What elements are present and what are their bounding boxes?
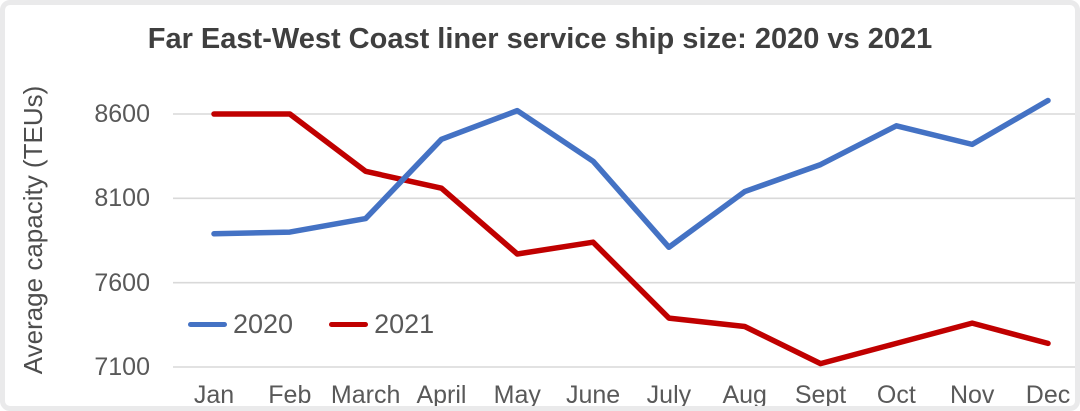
x-tick-label-march: March bbox=[330, 381, 401, 409]
legend-dash-2021-icon bbox=[329, 322, 369, 327]
x-tick-label-april: April bbox=[416, 381, 467, 409]
x-tick-label-july: July bbox=[646, 381, 692, 409]
x-tick-label-jan: Jan bbox=[193, 381, 235, 409]
x-tick-label-dec: Dec bbox=[1025, 381, 1071, 409]
series-line-2021 bbox=[211, 111, 1051, 367]
x-tick-label-aug: Aug bbox=[722, 381, 767, 409]
x-tick-label-june: June bbox=[565, 381, 621, 409]
y-tick-label: 7600 bbox=[94, 268, 150, 297]
legend-label-2020: 2020 bbox=[233, 309, 294, 339]
legend-dash-2020-icon bbox=[188, 322, 227, 327]
legend: 2020 2021 bbox=[188, 309, 434, 340]
legend-item-2021: 2021 bbox=[329, 309, 434, 340]
series-line-2020 bbox=[211, 97, 1051, 250]
x-tick-label-oct: Oct bbox=[876, 381, 916, 409]
x-tick-label-feb: Feb bbox=[268, 381, 312, 409]
plot-area bbox=[173, 97, 1075, 368]
x-tick-label-may: May bbox=[493, 381, 541, 409]
y-tick-label: 7100 bbox=[94, 353, 150, 381]
legend-label-2021: 2021 bbox=[374, 309, 435, 339]
legend-item-2020: 2020 bbox=[188, 309, 293, 340]
chart-title: Far East-West Coast liner service ship s… bbox=[147, 23, 933, 55]
x-tick-label-sept: Sept bbox=[794, 381, 847, 409]
x-tick-label-nov: Nov bbox=[949, 381, 995, 409]
y-tick-label: 8600 bbox=[94, 100, 150, 128]
y-tick-label: 8100 bbox=[94, 184, 150, 213]
